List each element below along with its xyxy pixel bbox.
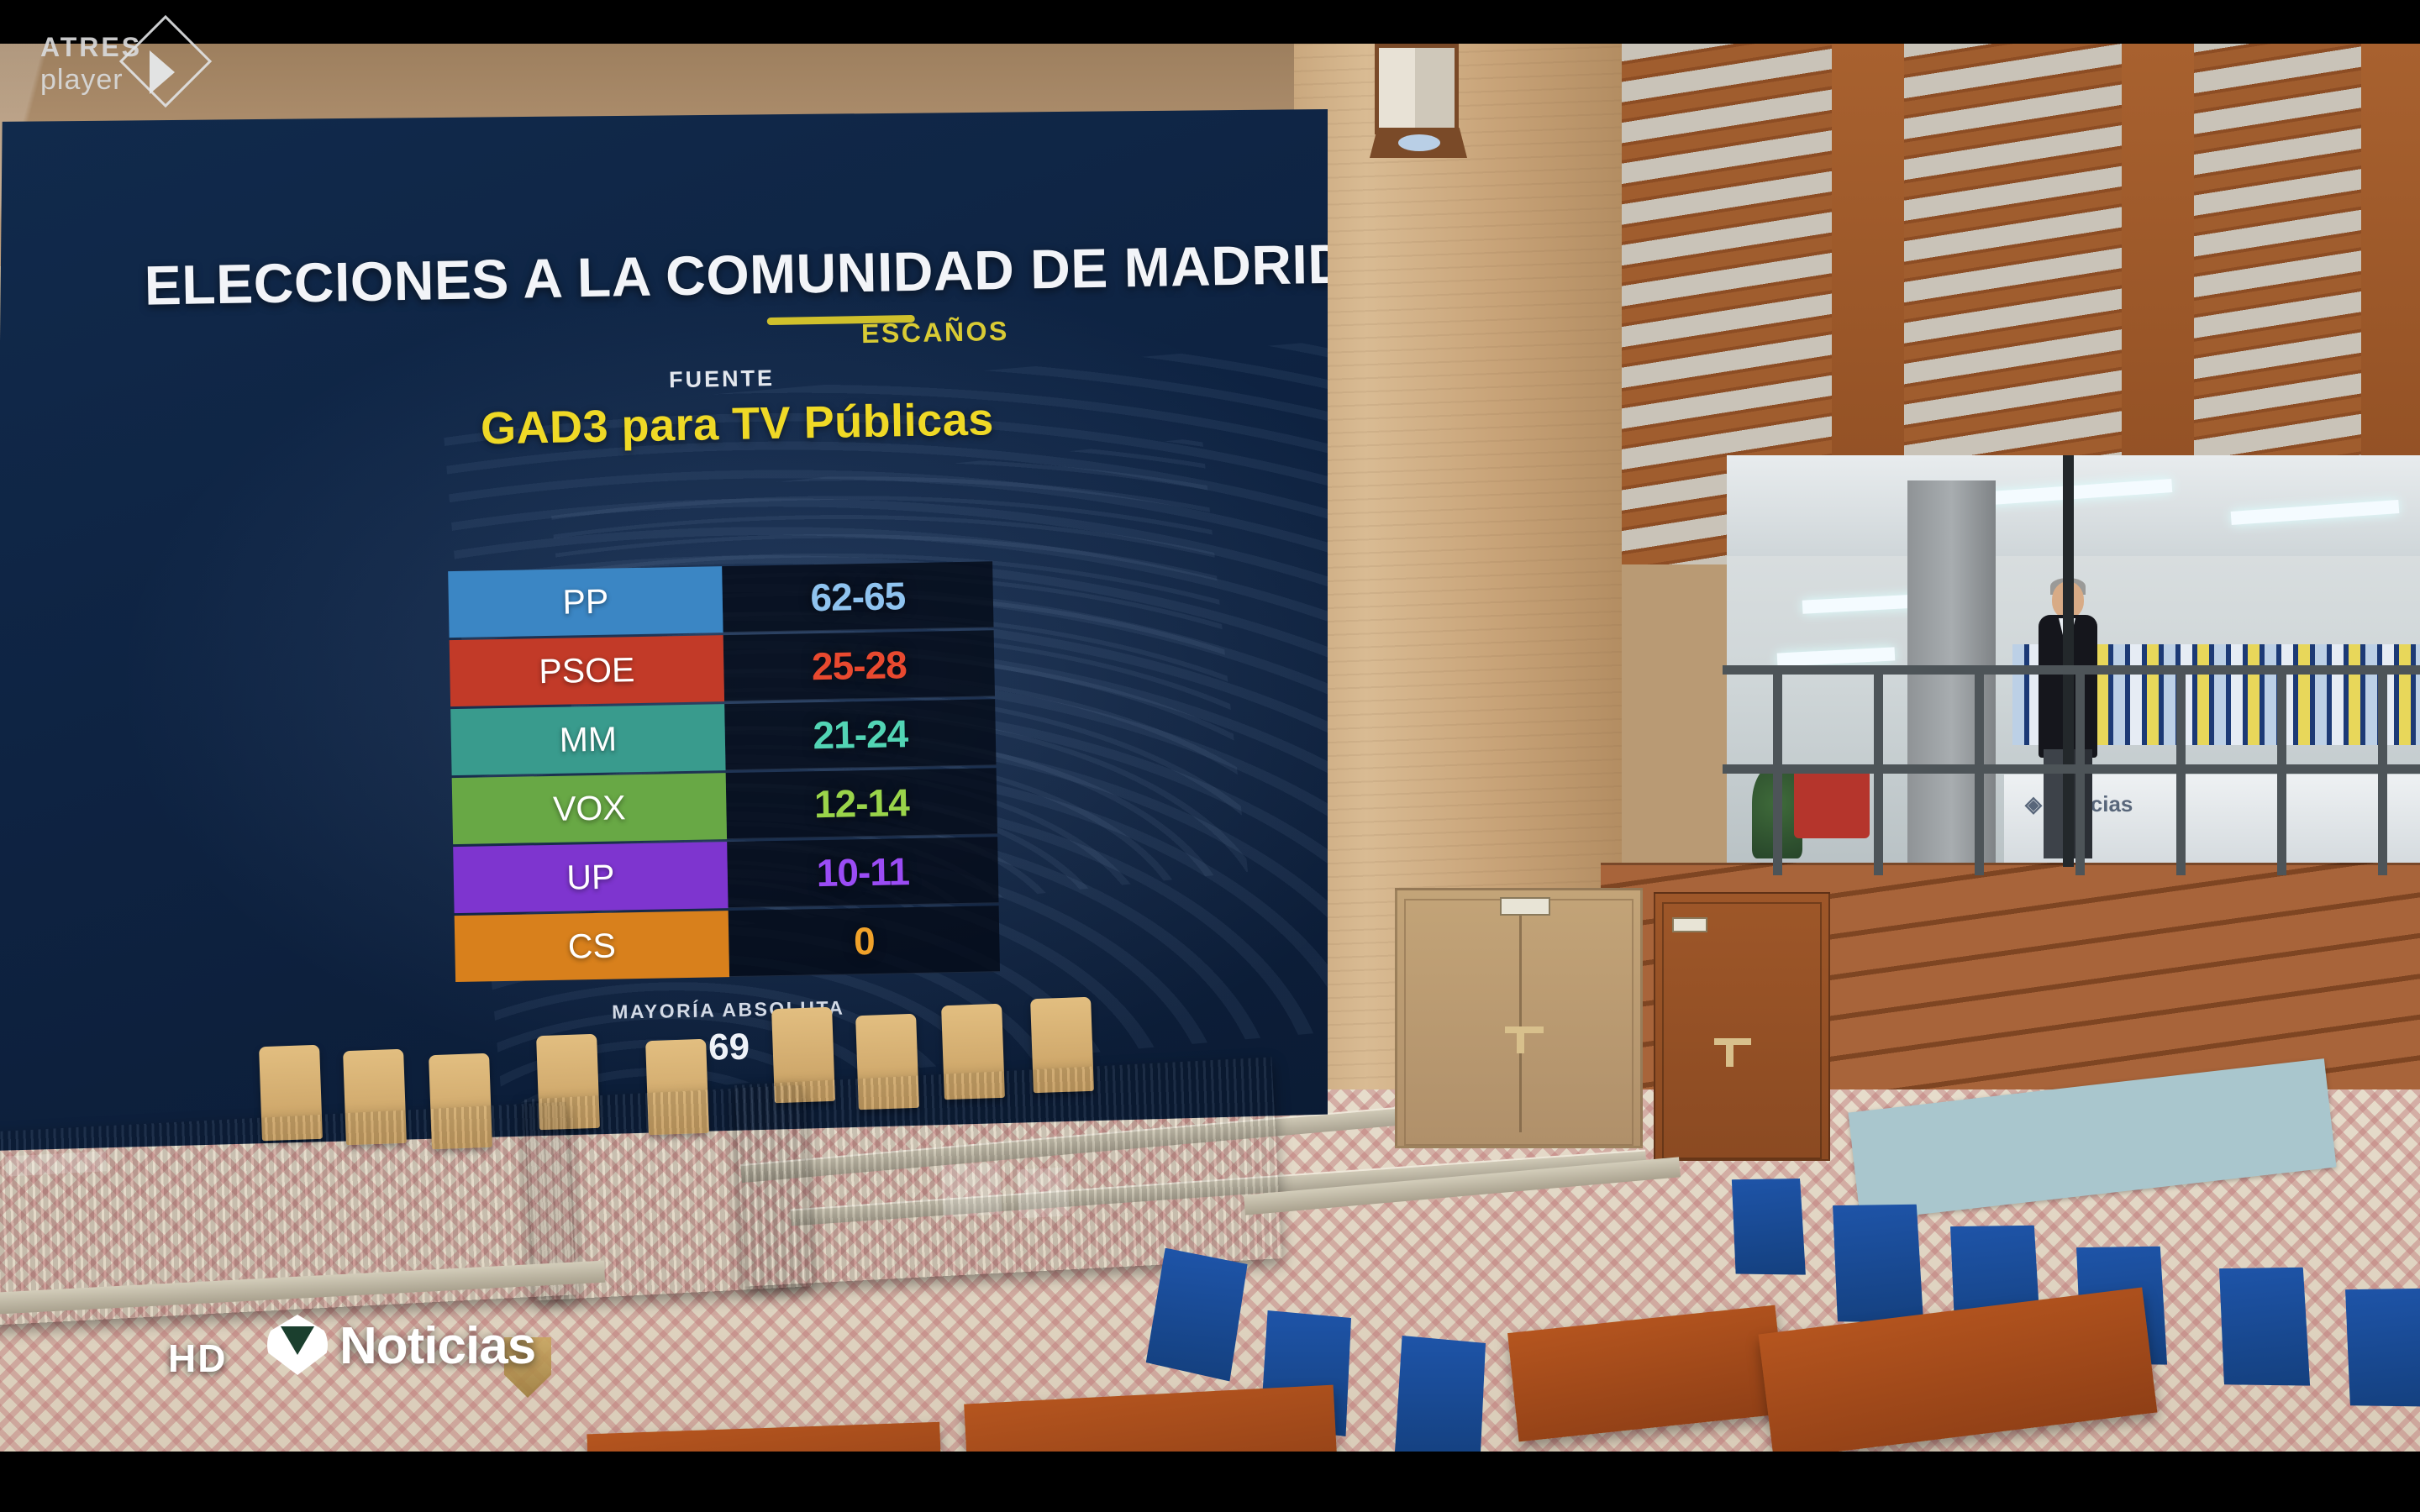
exit-sign	[1500, 897, 1550, 916]
party-name: UP	[566, 857, 615, 897]
table-row: VOX 12-14	[451, 768, 998, 845]
red-chair	[1794, 766, 1870, 838]
party-color-cell: MM	[450, 704, 726, 776]
chamber-door-right[interactable]	[1654, 892, 1830, 1161]
party-color-cell: VOX	[451, 773, 728, 845]
atresplayer-watermark: ATRES player	[22, 14, 299, 109]
table-row: PP 62-65	[448, 561, 994, 638]
seats-cell: 10-11	[727, 837, 999, 909]
source-name: GAD3 para TV Públicas	[480, 394, 995, 454]
party-color-cell: PP	[448, 566, 723, 638]
seats-value: 21-24	[813, 711, 908, 758]
hanging-lantern-icon	[1370, 44, 1467, 161]
majority-label: MAYORÍA ABSOLUTA	[611, 996, 845, 1023]
party-color-cell: CS	[454, 911, 730, 983]
party-name: PP	[562, 581, 609, 622]
antena3-logo-icon	[267, 1315, 328, 1377]
seats-value: 62-65	[810, 574, 906, 620]
party-name: MM	[559, 719, 618, 759]
source-label: FUENTE	[668, 365, 776, 393]
seats-value: 12-14	[813, 780, 910, 827]
seats-cell: 62-65	[722, 561, 994, 633]
page-title: ELECCIONES A LA COMUNIDAD DE MADRID	[144, 232, 1349, 317]
seats-value: 0	[853, 918, 876, 963]
majority-value: 69	[708, 1026, 750, 1068]
seats-cell: 25-28	[723, 630, 996, 702]
table-row: UP 10-11	[453, 837, 999, 914]
table-row: MM 21-24	[450, 699, 997, 776]
exit-sign-2	[1672, 917, 1707, 932]
balcony-railing	[1723, 665, 2420, 875]
seats-value: 25-28	[811, 643, 908, 689]
channel-logo: Noticias	[267, 1315, 536, 1377]
party-name: PSOE	[538, 650, 635, 691]
watermark-line-1: ATRES	[40, 32, 143, 62]
hd-badge: HD	[168, 1336, 228, 1380]
party-name: VOX	[552, 788, 627, 828]
party-color-cell: PSOE	[449, 635, 725, 707]
party-name: CS	[567, 926, 617, 966]
results-table: PP 62-65 PSOE 25-28 MM 21-24 VOX 12-14 UP 10-11 CS…	[448, 561, 1001, 984]
atresplayer-arrow-icon	[150, 50, 175, 94]
seats-cell: 0	[728, 906, 1001, 978]
chamber-door-left[interactable]	[1395, 888, 1643, 1148]
seats-value: 10-11	[816, 849, 910, 895]
table-row: PSOE 25-28	[449, 630, 996, 707]
channel-logo-text: Noticias	[339, 1316, 536, 1375]
table-row: CS 0	[454, 906, 1001, 983]
party-color-cell: UP	[453, 842, 729, 914]
watermark-line-2: player	[40, 64, 124, 96]
election-results-graphic: ELECCIONES A LA COMUNIDAD DE MADRID ESCA…	[0, 109, 1328, 1151]
seats-cell: 21-24	[724, 699, 997, 771]
seats-cell: 12-14	[725, 768, 998, 840]
subtitle: ESCAÑOS	[860, 315, 1010, 349]
